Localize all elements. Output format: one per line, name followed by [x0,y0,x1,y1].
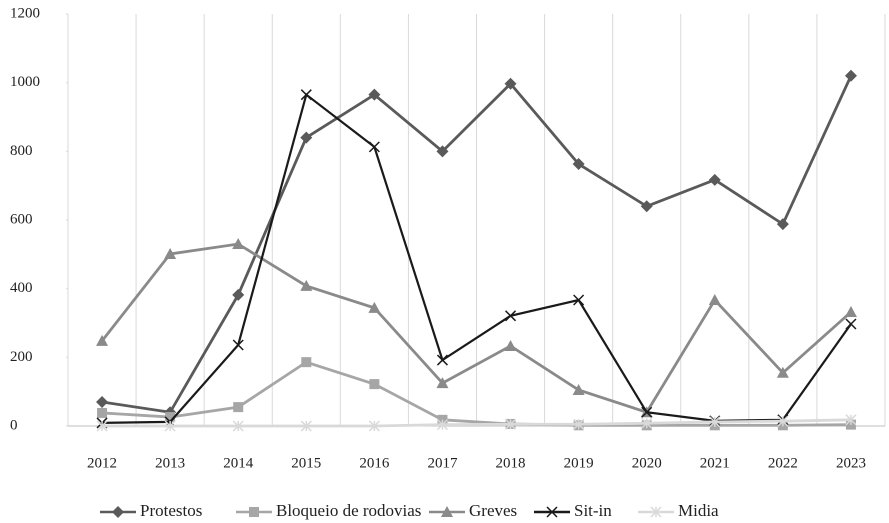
marker [650,506,662,518]
y-tick-label: 0 [10,417,18,433]
marker [708,293,721,305]
series-line [100,242,852,414]
x-tick-label: 2019 [564,455,594,471]
marker [845,414,857,426]
marker [504,340,517,352]
x-tick-label: 2014 [223,455,254,471]
marker [368,141,380,153]
marker [165,412,176,423]
x-tick-label: 2021 [700,455,730,471]
x-tick-label: 2017 [427,455,458,471]
marker [112,506,124,518]
marker [844,306,857,318]
marker [777,415,789,427]
legend-label: Bloqueio de rodovias [276,501,421,520]
marker [844,69,857,82]
legend-label: Protestos [140,501,202,520]
marker [300,279,313,291]
x-tick-label: 2022 [768,455,798,471]
marker [572,383,585,395]
marker [232,238,245,250]
marker [233,402,244,413]
marker [97,407,108,418]
y-tick-label: 800 [10,143,33,159]
x-tick-label: 2018 [496,455,526,471]
marker [232,420,244,432]
marker [300,89,312,101]
legend-label: Sit-in [574,501,612,520]
marker [573,418,585,430]
marker [232,339,244,351]
x-tick-label: 2023 [836,455,866,471]
marker [641,417,653,429]
marker [300,131,313,144]
marker [369,379,380,390]
marker [301,357,312,368]
marker [368,301,381,313]
marker [776,218,789,231]
marker [368,88,381,101]
legend-label: Greves [469,501,517,520]
marker [96,420,108,432]
series-line [101,75,853,414]
marker [573,294,585,306]
marker [640,200,653,213]
y-tick-label: 1200 [10,5,40,21]
marker [368,420,380,432]
marker [709,416,721,428]
marker [164,247,177,259]
legend: Protestos Bloqueio de rodovias Greves Sit-i… [100,501,719,520]
series-line [102,418,851,428]
marker [504,77,517,90]
marker [96,395,109,408]
marker [572,158,585,171]
marker [436,145,449,158]
marker [436,419,448,431]
marker [505,418,517,430]
x-tick-label: 2016 [359,455,390,471]
marker [776,366,789,378]
y-tick-label: 600 [10,211,33,227]
x-tick-label: 2015 [291,455,321,471]
marker [505,310,517,322]
marker [641,406,653,418]
marker [845,318,857,330]
marker [232,288,245,301]
x-tick-label: 2013 [155,455,185,471]
y-tick-label: 200 [10,349,33,365]
marker [546,506,558,518]
marker [436,377,449,389]
marker [436,354,448,366]
legend-label: Midia [678,501,719,520]
marker [300,420,312,432]
y-tick-label: 1000 [10,74,40,90]
marker [96,334,109,346]
marker [164,420,176,432]
marker [441,506,453,517]
marker [249,507,259,517]
y-tick-label: 400 [10,280,33,296]
x-tick-label: 2020 [632,455,662,471]
series-line [101,360,851,427]
marker [708,173,721,186]
x-tick-label: 2012 [87,455,117,471]
